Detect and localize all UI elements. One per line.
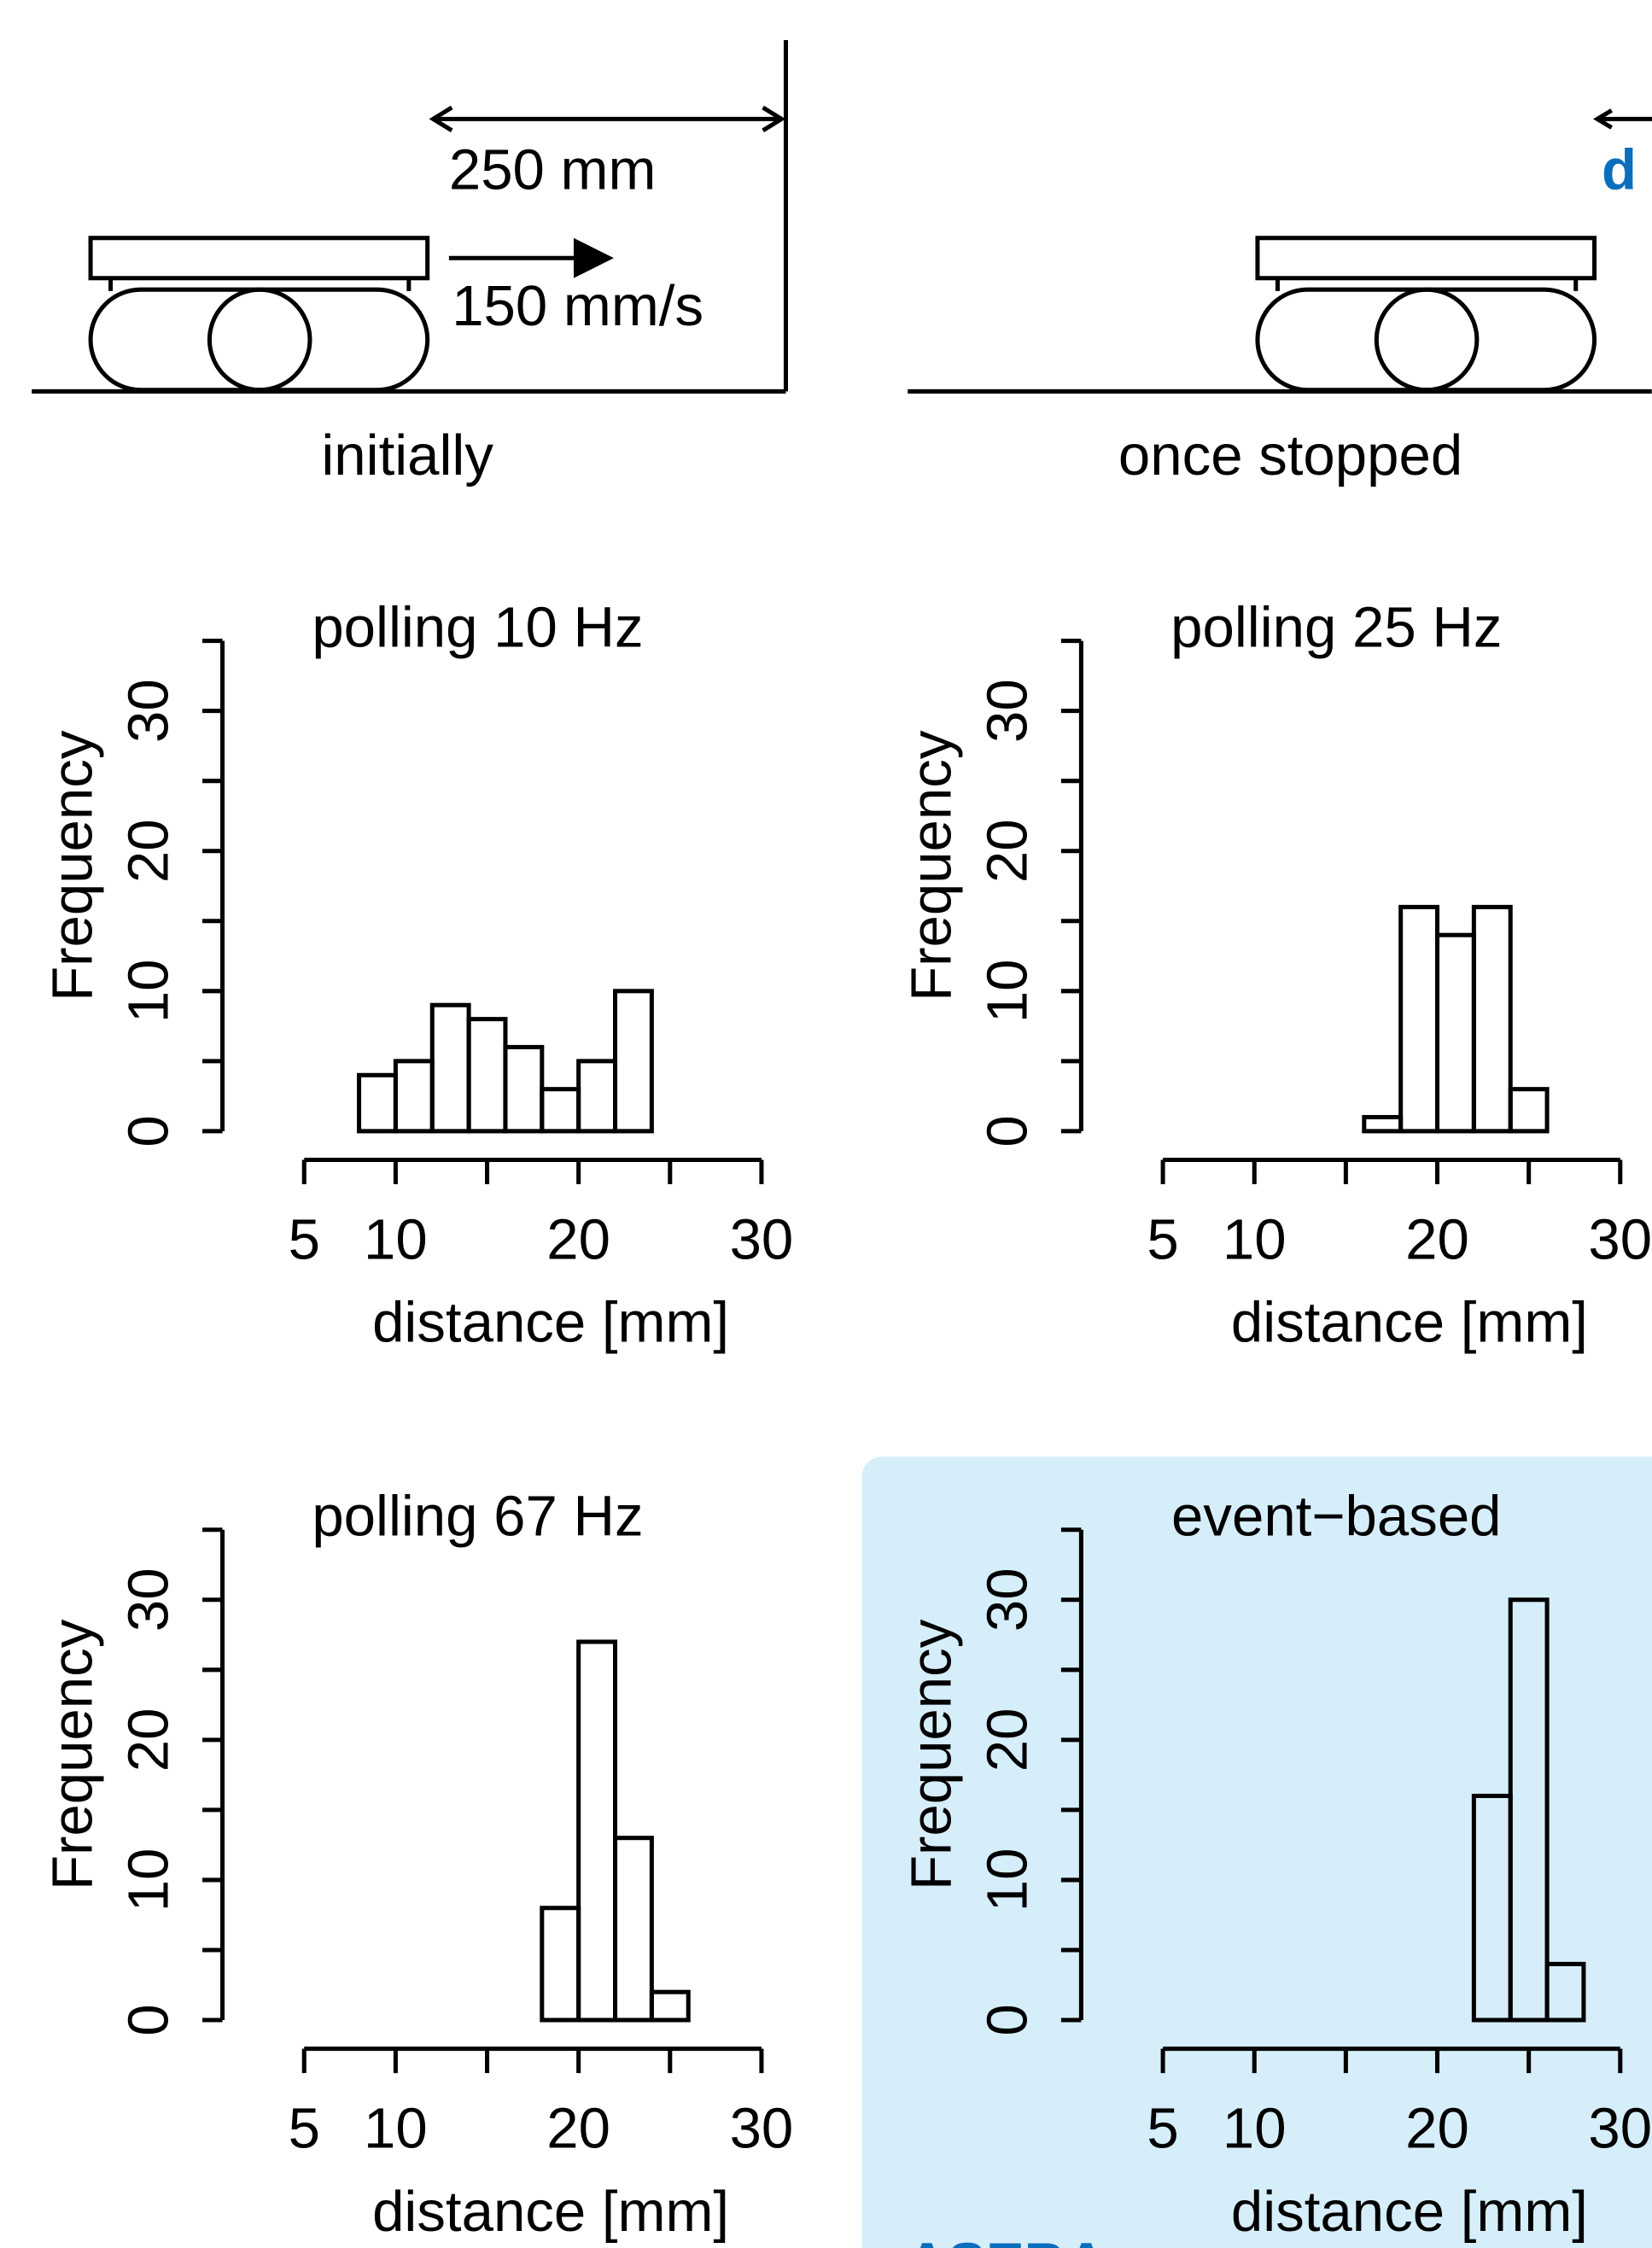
histogram-bar	[357, 1072, 398, 1134]
x-tick-label: 30	[1588, 1207, 1652, 1271]
y-axis-label: Frequency	[900, 730, 964, 1001]
robot-body	[88, 236, 430, 281]
robot	[1255, 236, 1597, 393]
chart-title: polling 25 Hz	[1170, 595, 1502, 659]
histogram-bar	[429, 1002, 471, 1134]
y-tick-label: 20	[976, 1708, 1040, 1772]
arrow-head	[1593, 108, 1614, 130]
histogram-bar	[1471, 904, 1513, 1134]
speed-label: 150 mm/s	[452, 274, 703, 338]
y-tick-label: 10	[117, 1848, 181, 1912]
histogram-bar	[613, 1836, 654, 2023]
y-tick-label: 0	[117, 1115, 181, 1147]
y-tick-label: 30	[976, 679, 1040, 743]
x-tick-label: 10	[364, 1207, 428, 1271]
y-tick-label: 10	[117, 959, 181, 1023]
y-tick-label: 10	[976, 1848, 1040, 1912]
histogram-bar	[393, 1059, 435, 1134]
x-tick-label: 5	[1147, 1207, 1178, 1271]
y-tick-label: 20	[117, 1708, 181, 1772]
robot-body	[1255, 236, 1597, 281]
histogram-bar	[540, 1906, 581, 2023]
chart-title: polling 67 Hz	[312, 1484, 643, 1548]
x-axis-label: distance [mm]	[372, 1291, 729, 1355]
x-tick-label: 5	[289, 2096, 320, 2160]
motion-arrow-head	[573, 237, 614, 278]
histogram-bar	[576, 1639, 618, 2023]
y-tick-label: 0	[117, 2004, 181, 2035]
x-tick-label: 10	[1223, 2096, 1287, 2160]
histogram-bar	[466, 1017, 508, 1134]
x-tick-label: 20	[546, 1207, 610, 1271]
arrow-heads	[429, 105, 786, 132]
histogram-bar	[649, 1989, 691, 2023]
panel-label: ASEBA	[907, 2231, 1107, 2248]
x-tick-label: 5	[1147, 2096, 1178, 2160]
histogram-bar	[1544, 1961, 1586, 2023]
histogram-bar	[576, 1059, 618, 1134]
x-tick-label: 20	[546, 2096, 610, 2160]
chart-title: event−based	[1171, 1484, 1501, 1548]
x-tick-label: 30	[730, 2096, 794, 2160]
x-tick-label: 10	[1223, 1207, 1287, 1271]
y-axis-label: Frequency	[41, 1619, 105, 1890]
x-axis-label: distance [mm]	[1231, 1291, 1588, 1355]
x-tick-label: 20	[1405, 2096, 1469, 2160]
x-tick-label: 10	[364, 2096, 428, 2160]
y-tick-label: 20	[117, 819, 181, 883]
y-tick-label: 30	[117, 1568, 181, 1632]
histogram-bar	[503, 1044, 545, 1134]
x-tick-label: 20	[1405, 1207, 1469, 1271]
histogram-bar	[613, 989, 654, 1134]
y-tick-label: 30	[117, 679, 181, 743]
robot	[88, 236, 430, 393]
caption: once stopped	[1118, 423, 1462, 488]
y-tick-label: 0	[976, 1115, 1040, 1147]
y-tick-label: 30	[976, 1568, 1040, 1632]
histogram-bar	[540, 1087, 581, 1134]
y-tick-label: 10	[976, 959, 1040, 1023]
histogram-bar	[1398, 904, 1440, 1134]
x-axis-label: distance [mm]	[372, 2180, 729, 2244]
wheel	[207, 287, 312, 393]
track	[1255, 287, 1597, 393]
histogram-bar	[1434, 932, 1476, 1134]
chart-title: polling 10 Hz	[312, 595, 643, 659]
x-axis-label: distance [mm]	[1231, 2180, 1588, 2244]
x-tick-label: 30	[730, 1207, 794, 1271]
caption: initially	[321, 423, 493, 488]
y-tick-label: 0	[976, 2004, 1040, 2035]
diagram: 250 mm 150 mm/s initially d once stopped	[32, 40, 1652, 488]
y-axis-label: Frequency	[41, 730, 105, 1001]
y-axis-label: Frequency	[900, 1619, 964, 1890]
histogram-bar	[1508, 1597, 1550, 2023]
distance-label: 250 mm	[449, 138, 657, 202]
y-tick-label: 20	[976, 819, 1040, 883]
wheel	[1374, 287, 1480, 393]
histogram-bar	[1508, 1087, 1550, 1134]
track	[88, 287, 430, 393]
d-label: d	[1602, 138, 1637, 202]
x-tick-label: 30	[1588, 2096, 1652, 2160]
x-tick-label: 5	[289, 1207, 320, 1271]
histogram-bar	[1362, 1114, 1404, 1134]
